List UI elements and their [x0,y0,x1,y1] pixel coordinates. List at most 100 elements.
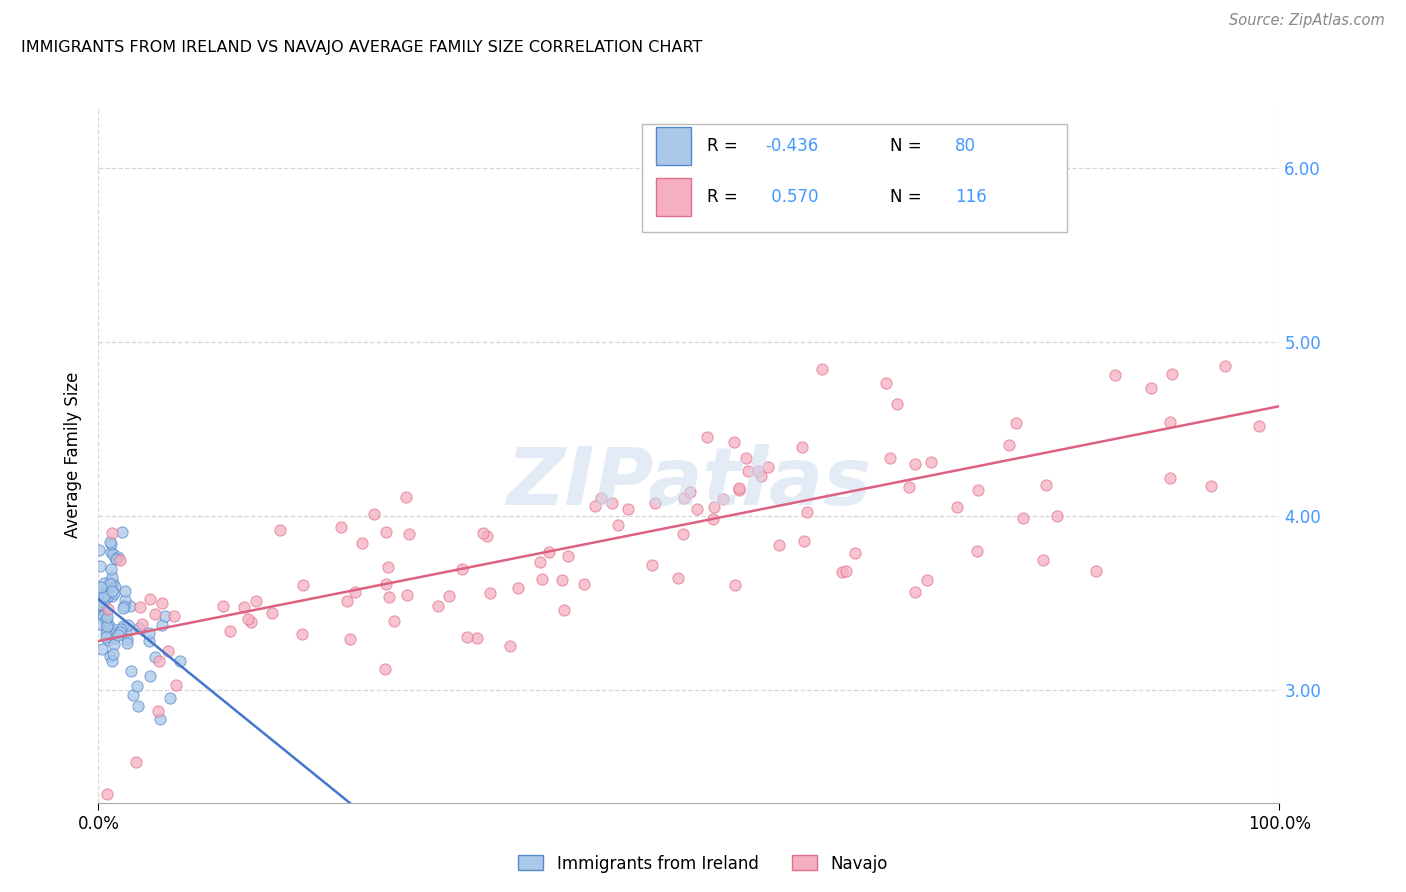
Point [89,605,111,619]
Point [101,589,124,603]
Point [100,545,122,559]
Point [125,755,148,769]
Point [1215,359,1237,373]
Point [679,485,702,500]
Point [127,698,149,713]
Point [262,606,284,620]
Point [148,654,170,668]
Point [101,622,124,636]
Point [796,504,818,518]
Point [107,628,129,642]
Point [666,571,689,585]
Point [886,397,908,411]
FancyBboxPatch shape [641,124,1067,232]
Point [165,678,187,692]
Text: N =: N = [890,188,927,206]
Point [702,512,724,526]
Point [114,583,136,598]
Point [915,573,938,587]
Point [104,580,127,594]
Point [329,520,352,534]
Point [1160,367,1182,381]
Text: R =: R = [707,188,742,206]
Point [396,588,419,602]
Point [96,625,118,640]
Point [162,609,184,624]
Point [811,361,834,376]
Point [138,634,160,648]
Point [150,596,173,610]
Point [644,495,666,509]
Point [100,562,122,576]
Point [904,585,927,599]
Point [336,594,359,608]
Text: R =: R = [707,137,742,155]
Point [583,499,606,513]
Point [617,501,640,516]
Point [90,581,112,595]
Text: 80: 80 [955,137,976,155]
Point [686,501,709,516]
Point [793,534,815,549]
Point [101,647,124,661]
Point [1159,471,1181,485]
Point [94,582,117,597]
Point [94,630,117,644]
Point [395,491,418,505]
Point [103,637,125,651]
Point [966,543,988,558]
Point [398,526,420,541]
Point [1032,552,1054,566]
Point [339,632,361,647]
Point [91,609,114,624]
Point [467,631,489,645]
Point [112,599,135,613]
Point [108,624,131,639]
Point [111,619,134,633]
Point [363,507,385,521]
Point [673,491,696,505]
Point [138,626,160,640]
Point [96,609,118,624]
Point [426,599,449,614]
Point [475,529,498,543]
Point [96,601,118,615]
Point [149,712,172,726]
Text: 0.570: 0.570 [766,188,818,206]
Point [471,526,494,541]
Point [439,590,461,604]
Point [377,560,399,574]
Point [747,464,769,478]
Point [101,576,124,591]
Point [997,438,1019,452]
Point [96,621,118,635]
Point [101,570,124,584]
Point [1005,417,1028,431]
Point [157,643,180,657]
Point [537,545,560,559]
Point [97,589,120,603]
Point [875,376,897,391]
Point [115,636,138,650]
Point [96,613,118,627]
Point [97,575,120,590]
Point [374,663,396,677]
Point [143,649,166,664]
Point [138,591,160,606]
Point [89,616,111,631]
Point [792,440,814,454]
Point [377,590,399,604]
Point [897,480,920,494]
Point [98,535,121,549]
Point [456,630,478,644]
Point [291,626,314,640]
Point [479,586,502,600]
Point [143,607,166,622]
Point [553,603,575,617]
Point [114,592,136,607]
Point [966,483,988,498]
Point [1249,418,1271,433]
Point [350,536,373,550]
Point [97,633,120,648]
Point [93,604,115,618]
